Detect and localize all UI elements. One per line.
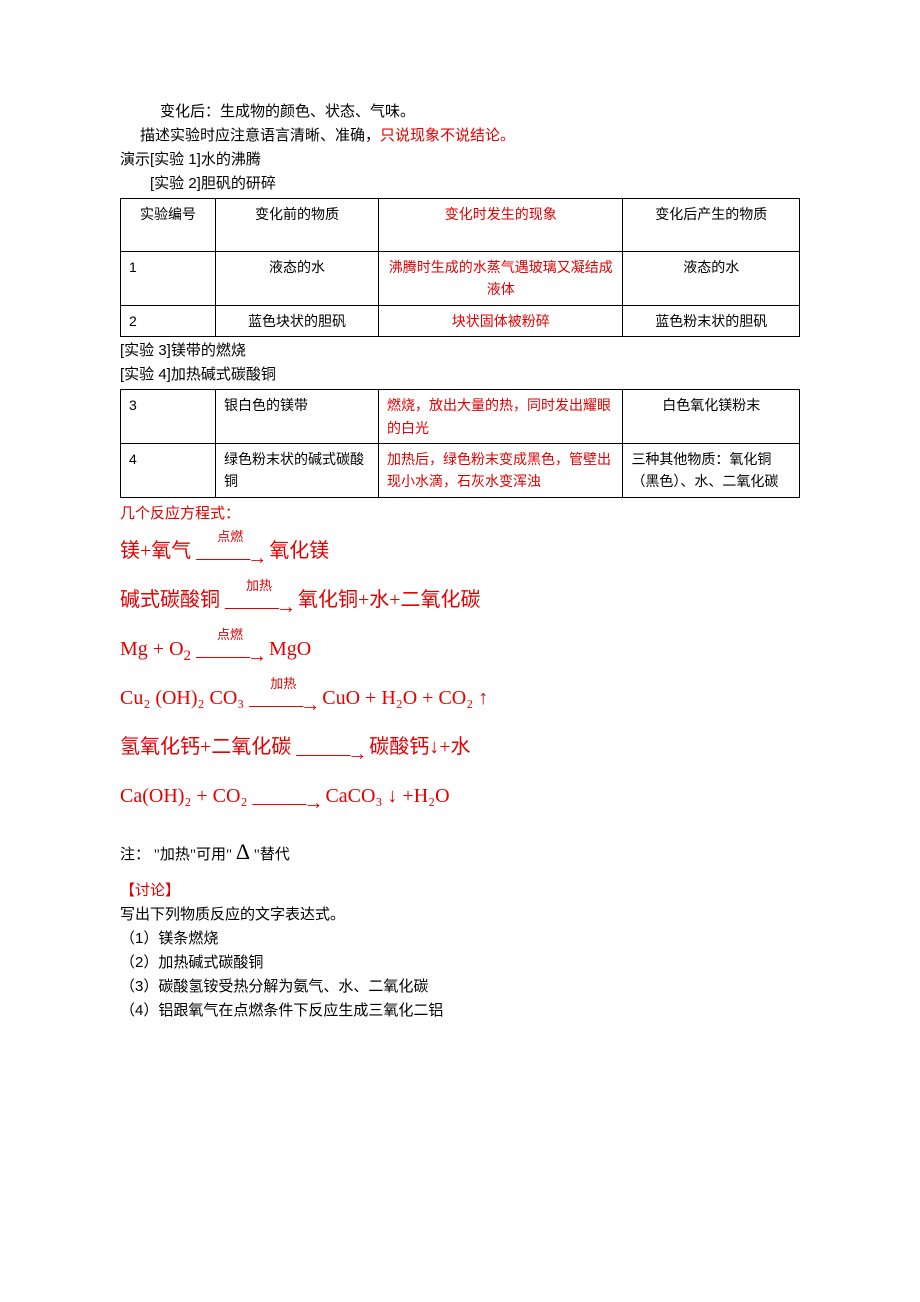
table-2: 3 银白色的镁带 燃烧，放出大量的热，同时发出耀眼的白光 白色氧化镁粉末 4 绿… [120,389,800,498]
eqn-lhs: 镁+氧气 [120,540,191,562]
eqn-rhs: CuO + H₂O + CO₂ [322,687,473,709]
eqn-lhs: 氢氧化钙+二氧化碳 [120,736,291,758]
arrow-icon: ———→ [252,775,320,820]
intro-line1: 变化后：生成物的颜色、状态、气味。 [160,100,800,124]
eqn-lhs: Mg + O2 [120,638,191,660]
cell-phenom: 块状固体被粉碎 [379,305,623,336]
eqn-condition: 加热 [249,677,317,690]
discussion-item: （4）铝跟氧气在点燃条件下反应生成三氧化二铝 [120,999,800,1023]
cell-phenom: 燃烧，放出大量的热，同时发出耀眼的白光 [379,390,623,444]
demo1-sub: [实验 2]胆矾的研碎 [150,172,800,196]
th-phenom: 变化时发生的现象 [379,199,623,252]
th-after: 变化后产生的物质 [623,199,800,252]
discussion-item: （2）加热碱式碳酸铜 [120,951,800,975]
exp4-label: [实验 4]加热碱式碳酸铜 [120,363,800,387]
equation: Ca(OH)₂ + CO₂ ———→ CaCO₃ ↓ +H₂O [120,775,800,820]
arrow-icon: 加热———→ [249,677,317,722]
th-before: 变化前的物质 [216,199,379,252]
delta-icon: Δ [236,839,250,864]
eqn-condition: 点燃 [196,628,264,641]
table-1: 实验编号 变化前的物质 变化时发生的现象 变化后产生的物质 1 液态的水 沸腾时… [120,198,800,337]
eqn-lhs: 碱式碳酸铜 [120,589,220,611]
table-row: 1 液态的水 沸腾时生成的水蒸气遇玻璃又凝结成液体 液态的水 [121,252,800,306]
eqn-rhs: 氧化铜+水+二氧化碳 [298,589,481,611]
cell-after: 三种其他物质：氧化铜（黑色）、水、二氧化碳 [623,443,800,497]
arrow-icon: 加热———→ [225,579,293,624]
cell-after: 液态的水 [623,252,800,306]
gas-up-icon: ↑ [473,687,488,709]
arrow-icon: ———→ [296,726,364,771]
cell-after: 白色氧化镁粉末 [623,390,800,444]
cell-before: 液态的水 [216,252,379,306]
equation: Mg + O2 点燃———→ MgO [120,628,800,673]
cell-id: 4 [121,443,216,497]
table-row: 4 绿色粉末状的碱式碳酸铜 加热后，绿色粉末变成黑色，管壁出现小水滴，石灰水变浑… [121,443,800,497]
table-row: 3 银白色的镁带 燃烧，放出大量的热，同时发出耀眼的白光 白色氧化镁粉末 [121,390,800,444]
cell-before: 绿色粉末状的碱式碳酸铜 [216,443,379,497]
eqn-lhs: Cu₂ (OH)₂ CO₃ [120,687,244,709]
intro-line2-red: 只说现象不说结论。 [380,127,515,144]
eqn-rhs: CaCO₃ ↓ +H₂O [325,785,449,807]
note-post: "替代 [250,847,290,863]
cell-before: 蓝色块状的胆矾 [216,305,379,336]
equation: 镁+氧气 点燃———→ 氧化镁 [120,530,800,575]
intro-line2: 描述实验时应注意语言清晰、准确，只说现象不说结论。 [140,124,800,148]
eqn-rhs: MgO [269,638,311,660]
equation: 氢氧化钙+二氧化碳 ———→ 碳酸钙↓+水 [120,726,800,771]
discussion-lead: 写出下列物质反应的文字表达式。 [120,903,800,927]
discussion-item: （3）碳酸氢铵受热分解为氨气、水、二氧化碳 [120,975,800,999]
cell-phenom: 加热后，绿色粉末变成黑色，管壁出现小水滴，石灰水变浑浊 [379,443,623,497]
th-id: 实验编号 [121,199,216,252]
equations-title: 几个反应方程式： [120,502,800,526]
arrow-icon: 点燃———→ [196,530,264,575]
cell-after: 蓝色粉末状的胆矾 [623,305,800,336]
eqn-rhs: 碳酸钙↓+水 [369,736,470,758]
table-row: 2 蓝色块状的胆矾 块状固体被粉碎 蓝色粉末状的胆矾 [121,305,800,336]
cell-before: 银白色的镁带 [216,390,379,444]
eqn-condition: 点燃 [196,530,264,543]
equations-block: 镁+氧气 点燃———→ 氧化镁碱式碳酸铜 加热———→ 氧化铜+水+二氧化碳Mg… [120,530,800,820]
equation: Cu₂ (OH)₂ CO₃ 加热———→ CuO + H₂O + CO₂ ↑ [120,677,800,722]
demo1-header: 演示[实验 1]水的沸腾 [120,148,800,172]
cell-phenom: 沸腾时生成的水蒸气遇玻璃又凝结成液体 [379,252,623,306]
eqn-condition: 加热 [225,579,293,592]
arrow-icon: 点燃———→ [196,628,264,673]
discussion-item: （1）镁条燃烧 [120,927,800,951]
intro-line2-pre: 描述实验时应注意语言清晰、准确， [140,127,380,144]
eqn-lhs: Ca(OH)₂ + CO₂ [120,785,247,807]
cell-id: 1 [121,252,216,306]
cell-id: 2 [121,305,216,336]
table-row: 实验编号 变化前的物质 变化时发生的现象 变化后产生的物质 [121,199,800,252]
discussion-title: 【讨论】 [120,879,800,903]
equation: 碱式碳酸铜 加热———→ 氧化铜+水+二氧化碳 [120,579,800,624]
eqn-rhs: 氧化镁 [269,540,329,562]
page-root: 变化后：生成物的颜色、状态、气味。 描述实验时应注意语言清晰、准确，只说现象不说… [0,0,920,1302]
exp3-label: [实验 3]镁带的燃烧 [120,339,800,363]
cell-id: 3 [121,390,216,444]
note-line: 注： "加热"可用" Δ "替代 [120,834,800,869]
note-pre: 注： "加热"可用" [120,847,236,863]
